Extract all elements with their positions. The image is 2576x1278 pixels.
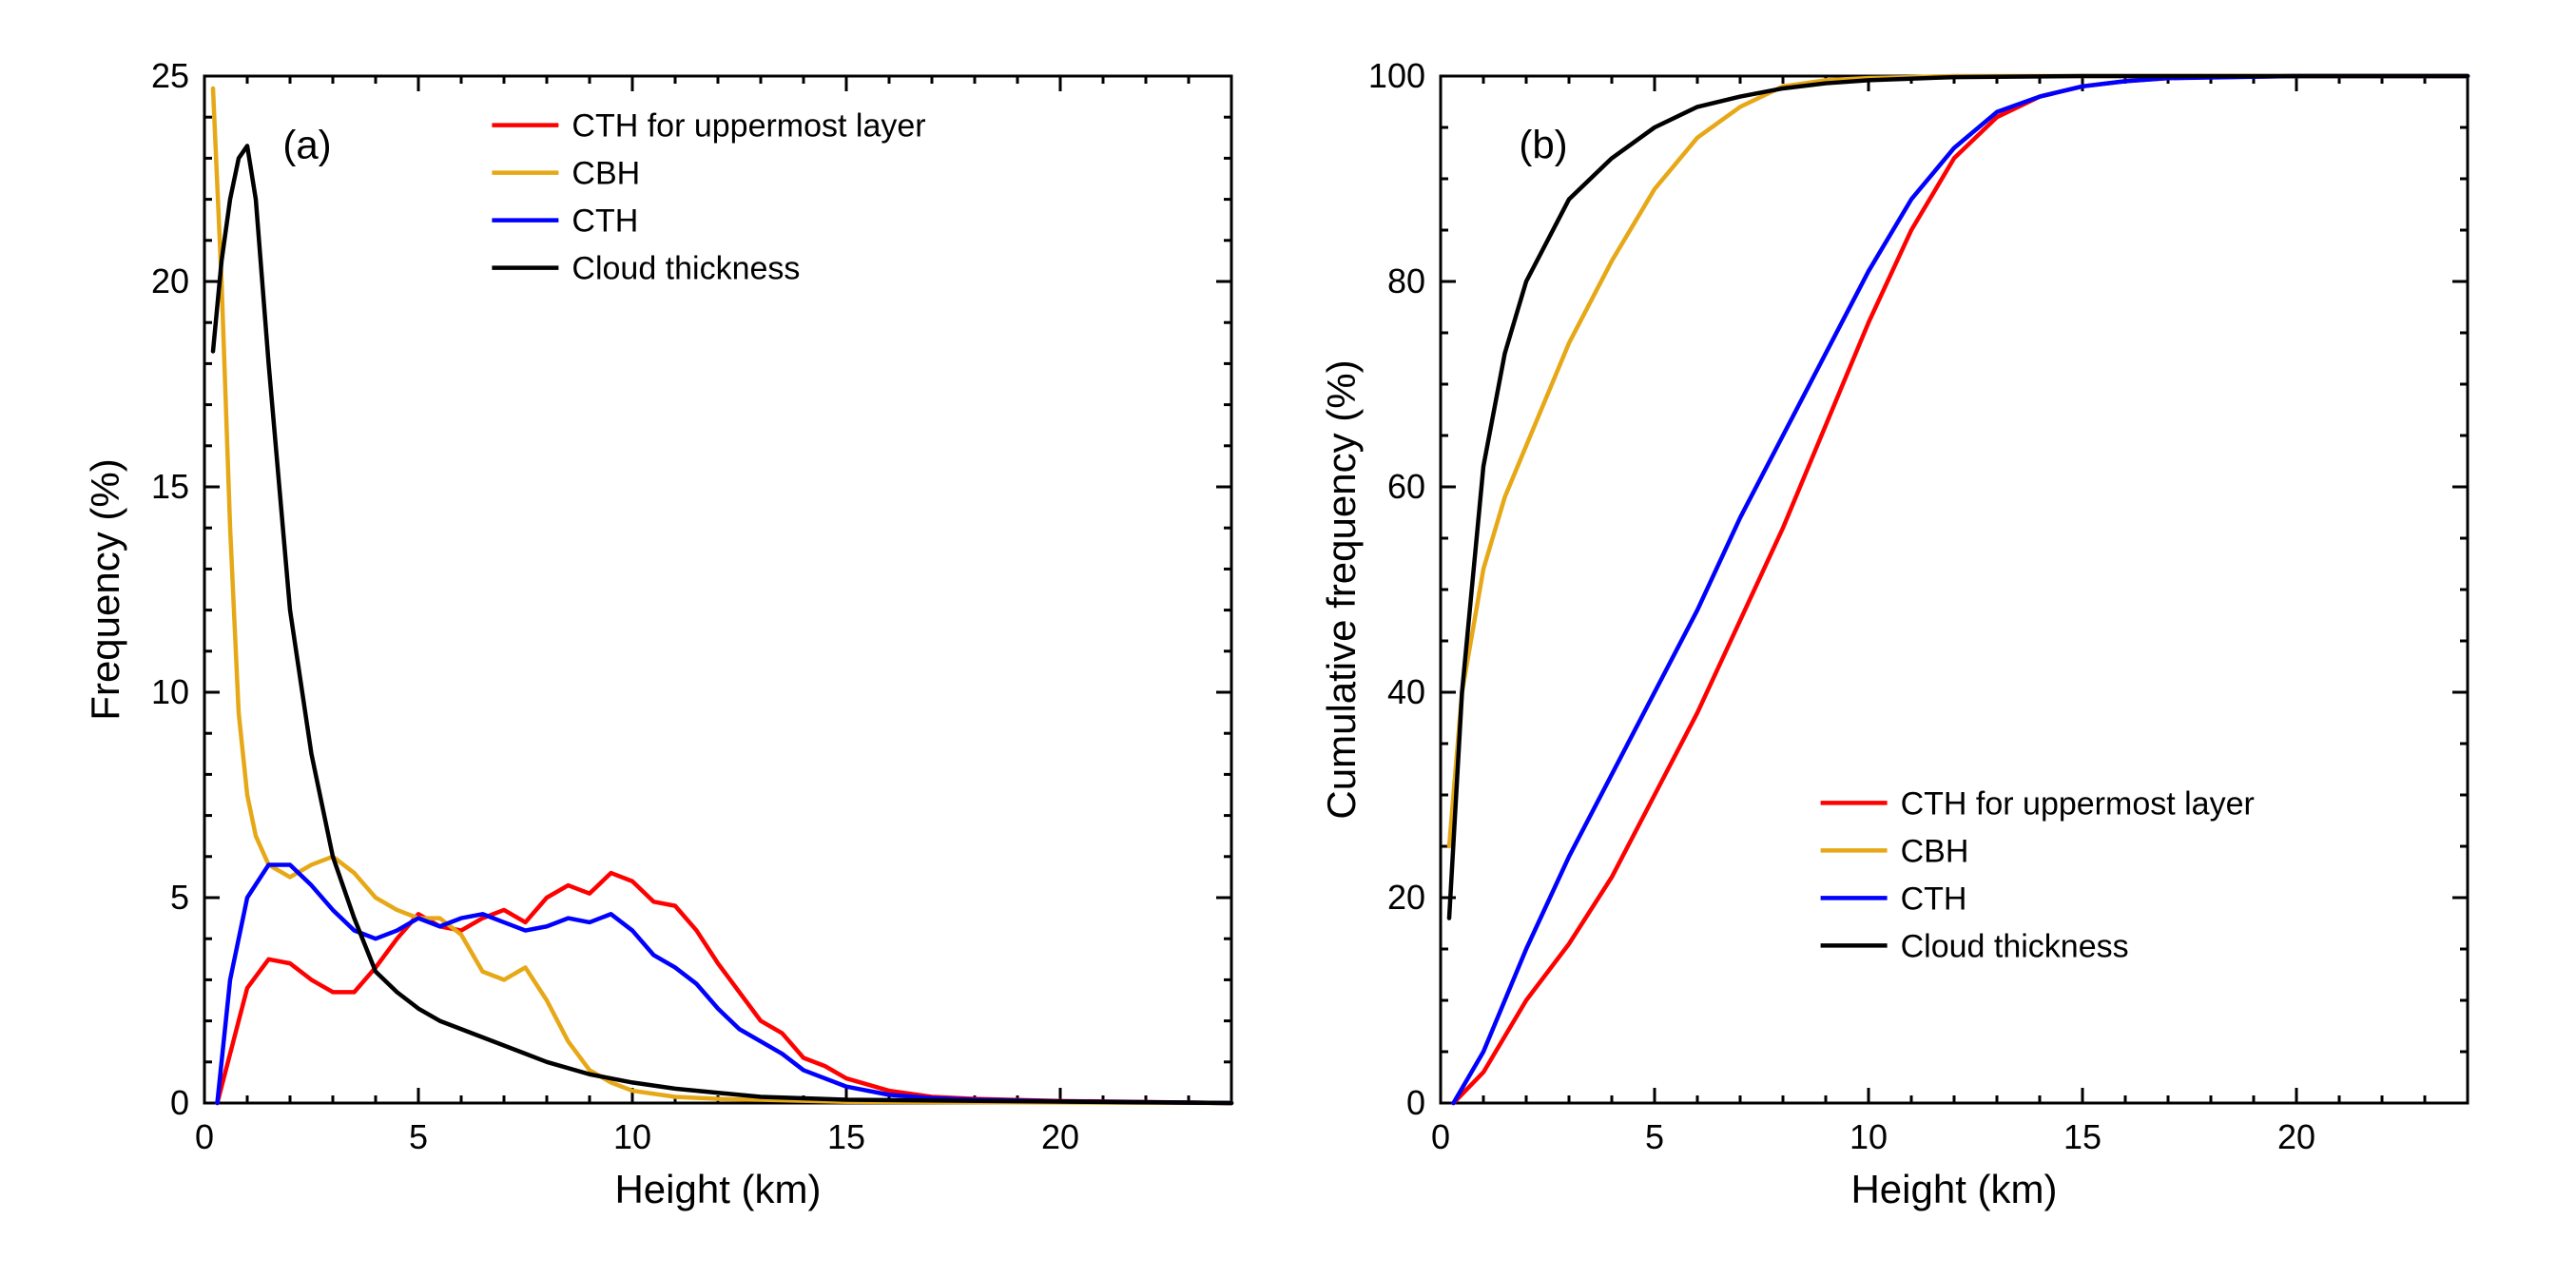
panel_a-svg: 0 5 10 15 20 0 5 10 15 20 25 Height (km) Frequency (… (81, 48, 1260, 1227)
x-tick-label: 15 (2063, 1117, 2101, 1156)
y-tick-label: 10 (150, 672, 188, 711)
legend-label: CBH (571, 155, 640, 191)
y-tick-label: 15 (150, 467, 188, 506)
y-tick-label: 80 (1386, 261, 1424, 300)
y-tick-label: 20 (150, 261, 188, 300)
x-tick-label: 5 (1644, 1117, 1663, 1156)
legend-label: CTH for uppermost layer (1900, 785, 2254, 822)
x-tick-label: 5 (408, 1117, 427, 1156)
y-tick-label: 40 (1386, 672, 1424, 711)
y-tick-label: 5 (169, 878, 188, 917)
x-tick-label: 0 (194, 1117, 213, 1156)
x-axis-label: Height (km) (614, 1167, 821, 1211)
x-axis-label: Height (km) (1850, 1167, 2057, 1211)
legend-label: Cloud thickness (571, 250, 800, 286)
y-tick-label: 0 (169, 1083, 188, 1122)
x-tick-label: 20 (1040, 1117, 1078, 1156)
legend-label: CBH (1900, 833, 1968, 869)
panel_b-svg: 0 5 10 15 20 0 20 40 60 80 100 Height (km) Cumulativ… (1317, 48, 2496, 1227)
plot-border (204, 76, 1231, 1103)
x-tick-label: 0 (1430, 1117, 1449, 1156)
panel-b: 0 5 10 15 20 0 20 40 60 80 100 Height (km) Cumulativ… (1317, 48, 2496, 1231)
y-tick-label: 60 (1386, 467, 1424, 506)
series-cth_upper (217, 873, 1231, 1103)
figure-container: 0 5 10 15 20 0 5 10 15 20 25 Height (km) Frequency (… (0, 0, 2576, 1278)
x-tick-label: 15 (826, 1117, 864, 1156)
legend-label: CTH for uppermost layer (571, 107, 925, 144)
y-axis-label: Frequency (%) (83, 458, 127, 720)
y-tick-label: 20 (1386, 878, 1424, 917)
series-cbh (1449, 76, 2468, 846)
series-cth (217, 864, 1231, 1103)
y-tick-label: 25 (150, 56, 188, 95)
y-axis-label: Cumulative frequency (%) (1319, 359, 1364, 819)
x-tick-label: 10 (612, 1117, 650, 1156)
panel-tag: (a) (282, 122, 331, 166)
series-cloud_thickness (213, 145, 1231, 1103)
y-tick-label: 100 (1367, 56, 1424, 95)
x-tick-label: 10 (1849, 1117, 1887, 1156)
panel-a: 0 5 10 15 20 0 5 10 15 20 25 Height (km) Frequency (… (81, 48, 1260, 1231)
legend-label: Cloud thickness (1900, 928, 2128, 964)
x-tick-label: 20 (2276, 1117, 2315, 1156)
legend-label: CTH (571, 203, 638, 239)
y-tick-label: 0 (1405, 1083, 1424, 1122)
panel-tag: (b) (1519, 122, 1567, 166)
legend-label: CTH (1900, 881, 1966, 917)
